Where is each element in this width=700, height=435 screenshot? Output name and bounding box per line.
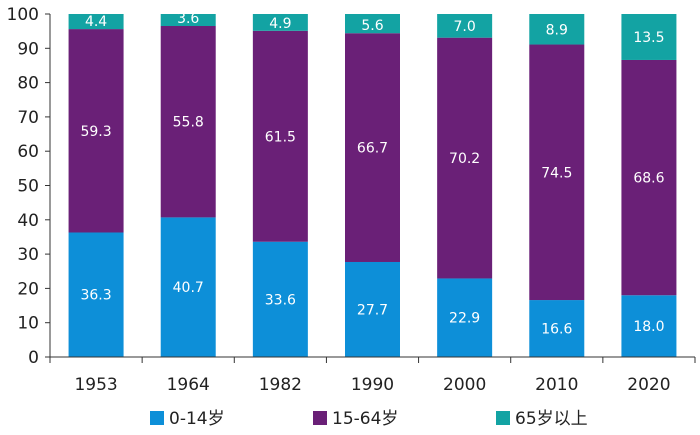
data-label: 55.8 [173,115,204,131]
bar-stack: 18.0 68.6 13.5 [621,14,677,357]
x-tick-label: 2010 [535,375,578,395]
bar-segment [621,295,677,357]
bar-segment [529,14,585,45]
bar-segment [345,261,400,357]
bar-segment [252,241,308,357]
data-label: 3.6 [177,11,199,27]
legend-item: 0-14岁 [150,409,225,429]
bar-segment [345,33,400,262]
data-label: 4.4 [85,14,107,30]
bars: 36.3 59.3 4.4 40.7 55.8 3.6 33.6 61.5 4.9 27.7 66.… [68,11,677,357]
legend: 0-14岁 15-64岁 65岁以上 [150,409,588,429]
bar-stack: 16.6 74.5 8.9 [529,14,585,357]
data-label: 36.3 [80,288,111,304]
bar-stack: 33.6 61.5 4.9 [252,14,308,357]
y-tick-label: 0 [28,348,39,368]
y-tick-label: 30 [17,245,39,265]
y-tick-label: 100 [7,5,39,25]
bar-segment [252,30,308,242]
bar-stack: 36.3 59.3 4.4 [68,14,124,357]
data-label: 5.6 [361,18,383,34]
y-tick-label: 60 [17,142,39,162]
legend-swatch [496,411,510,425]
bar-segment [621,59,677,296]
x-tick-label: 2000 [443,375,486,395]
bar-segment [437,14,493,38]
bar-segment [160,14,216,27]
data-label: 66.7 [357,141,388,157]
bar-segment [529,44,585,301]
y-tick-label: 10 [17,314,39,334]
x-tick-label: 1990 [351,375,394,395]
data-label: 13.5 [633,30,664,46]
x-axis: 1953 1964 1982 1990 2000 2010 2020 [49,356,696,395]
legend-label: 65岁以上 [515,409,588,429]
data-label: 27.7 [357,302,388,318]
bar-segment [529,300,585,357]
legend-item: 65岁以上 [496,409,588,429]
data-label: 74.5 [541,165,572,181]
data-label: 7.0 [454,19,476,35]
bar-segment [345,14,400,34]
data-label: 70.2 [449,151,480,167]
bar-segment [68,14,124,30]
bar-segment [621,14,677,60]
y-axis: 0 10 20 30 40 50 60 70 80 90 100 [7,5,51,368]
data-label: 40.7 [173,280,204,296]
legend-swatch [313,411,327,425]
bar-segment [437,278,493,357]
bar-stack: 27.7 66.7 5.6 [345,14,400,357]
bar-segment [160,26,216,218]
x-tick-label: 1982 [259,375,302,395]
bar-segment [252,14,308,31]
y-tick-label: 80 [17,74,39,94]
bar-stack: 40.7 55.8 3.6 [160,11,216,357]
bar-segment [160,217,216,357]
data-label: 4.9 [269,16,291,32]
data-label: 68.6 [633,171,664,187]
y-tick-label: 20 [17,279,39,299]
bar-segment [68,232,124,357]
data-label: 59.3 [80,124,111,140]
y-tick-label: 40 [17,211,39,231]
legend-label: 0-14岁 [169,409,225,429]
data-label: 8.9 [546,22,568,38]
bar-segment [437,37,493,279]
legend-swatch [150,411,164,425]
y-tick-label: 70 [17,108,39,128]
x-tick-label: 1964 [167,375,210,395]
data-label: 16.6 [541,322,572,338]
y-tick-label: 50 [17,177,39,197]
data-label: 22.9 [449,311,480,327]
data-label: 33.6 [265,292,296,308]
data-label: 18.0 [633,319,664,335]
legend-label: 15-64岁 [332,409,398,429]
x-tick-label: 2020 [627,375,670,395]
y-tick-label: 90 [17,39,39,59]
data-label: 61.5 [265,129,296,145]
bar-segment [68,29,124,233]
bar-stack: 22.9 70.2 7.0 [437,14,493,357]
x-tick-label: 1953 [74,375,117,395]
legend-item: 15-64岁 [313,409,398,429]
